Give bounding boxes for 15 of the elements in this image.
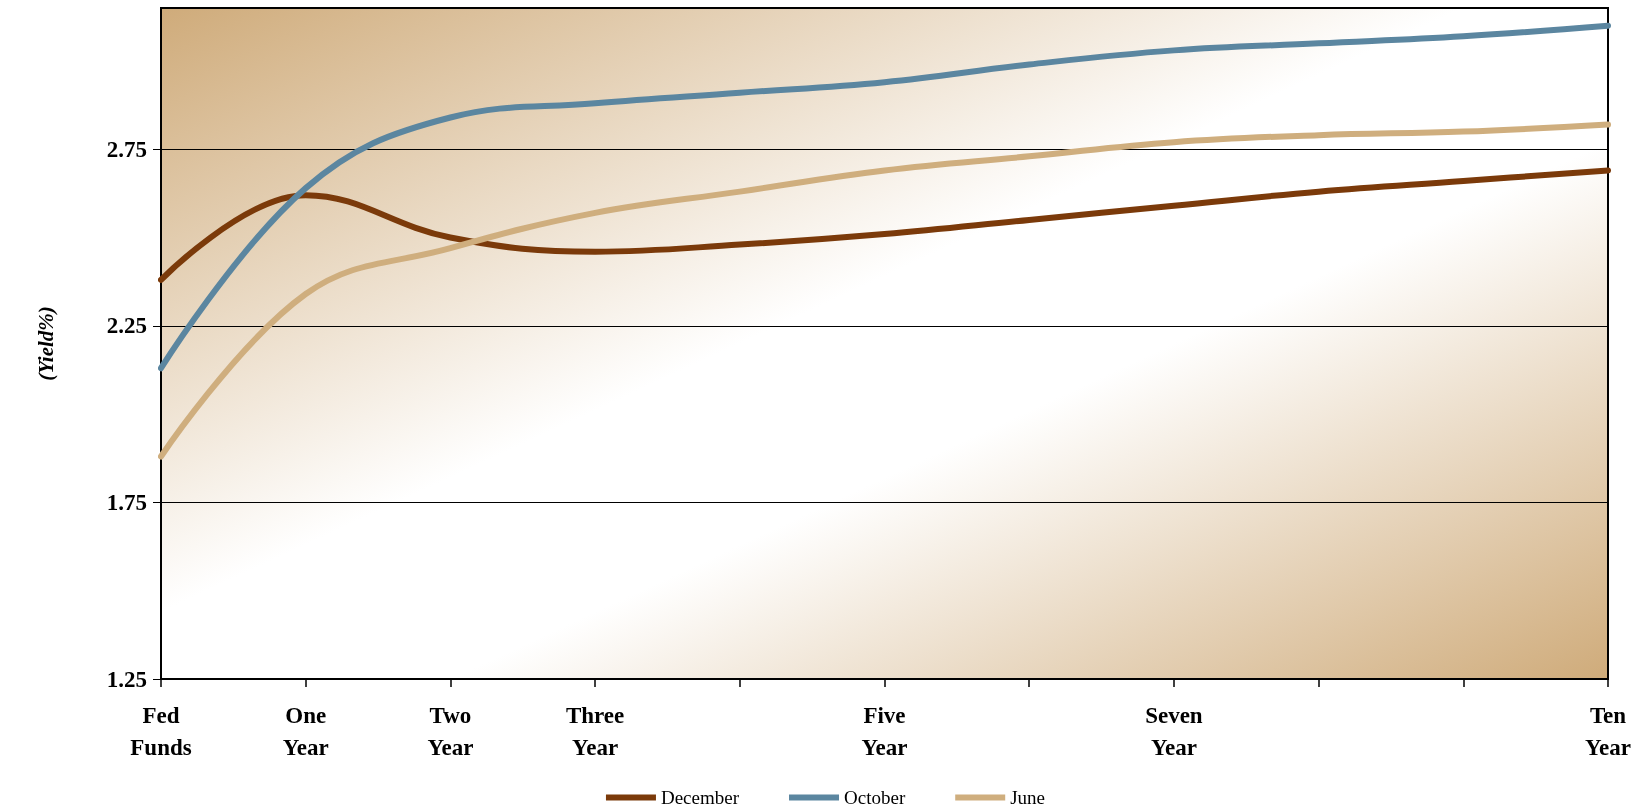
x-tick-label: Seven Year: [1145, 702, 1203, 760]
legend-label: October: [844, 787, 906, 808]
legend-label: December: [660, 787, 740, 808]
legend-label: June: [1010, 787, 1046, 808]
x-tick-label: Two Year: [427, 702, 474, 760]
y-tick-label: 2.75: [106, 136, 147, 162]
y-tick-label: 2.25: [106, 313, 147, 339]
y-axis-title: (Yield%): [33, 306, 58, 381]
x-tick-label: Fed Funds: [130, 702, 192, 760]
x-tick-label: Five Year: [861, 702, 908, 760]
x-tick-label: Three Year: [565, 702, 625, 760]
x-tick-label: One Year: [282, 702, 329, 760]
x-tick-label: Ten Year: [1585, 702, 1631, 760]
y-tick-label: 1.75: [106, 489, 147, 515]
y-tick-label: 1.25: [106, 666, 147, 692]
